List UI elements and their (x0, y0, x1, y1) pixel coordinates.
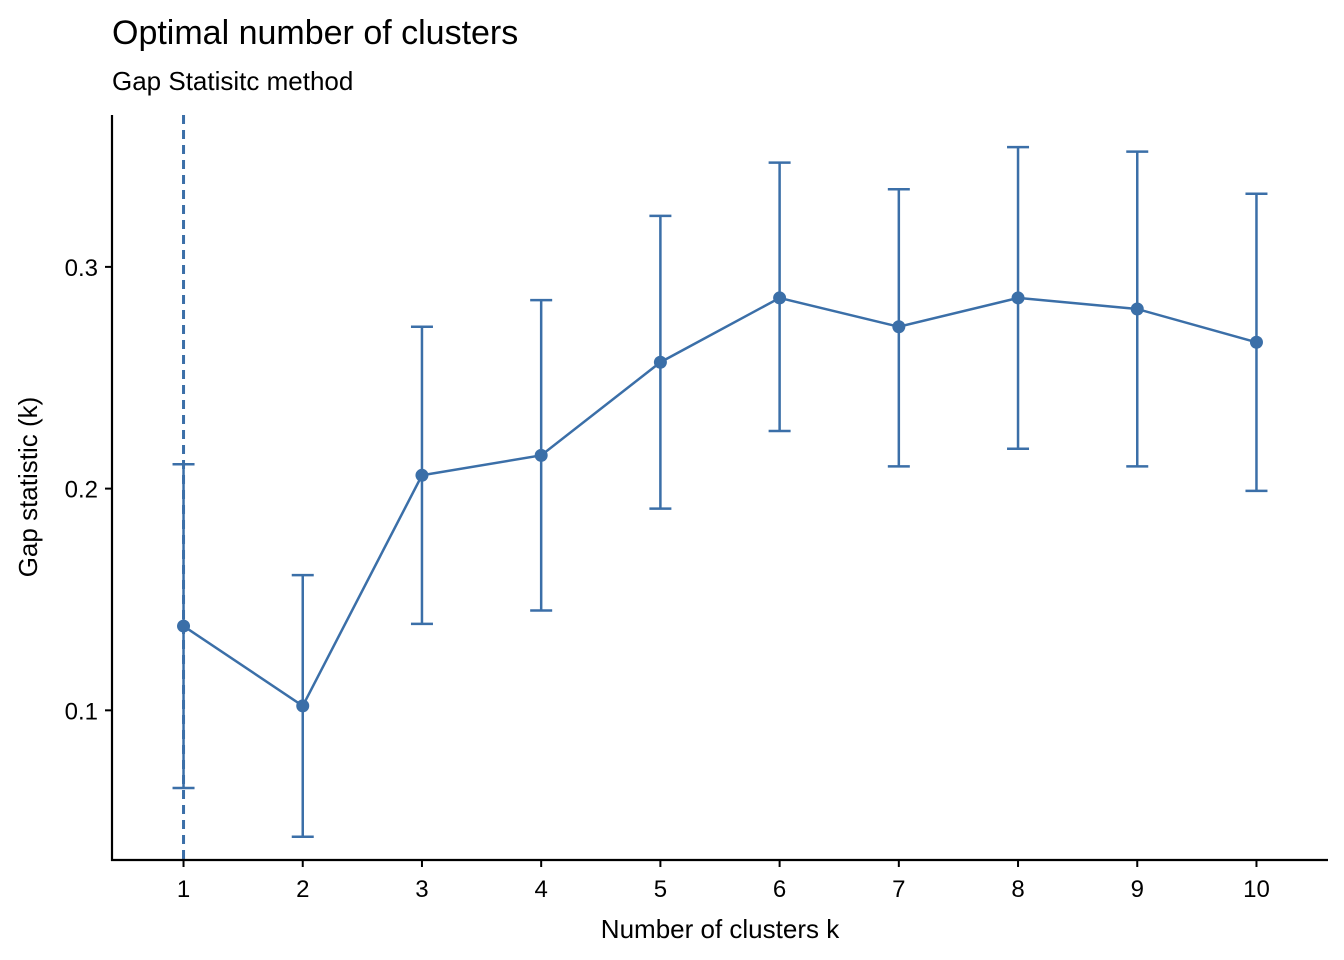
data-point-3 (415, 468, 429, 482)
x-tick-label-10: 10 (1243, 876, 1270, 903)
data-point-5 (653, 355, 667, 369)
axes: 1 2 3 4 5 6 7 8 9 10 0.1 0.2 0.3 (65, 115, 1328, 903)
data-point-1 (177, 619, 191, 633)
x-tick-label-5: 5 (654, 876, 667, 903)
data-point-10 (1249, 335, 1263, 349)
chart-subtitle: Gap Statisitc method (112, 66, 353, 96)
x-tick-label-2: 2 (296, 876, 309, 903)
y-axis-title: Gap statistic (k) (13, 397, 43, 578)
x-tick-label-3: 3 (415, 876, 428, 903)
x-tick-label-4: 4 (534, 876, 547, 903)
data-point-6 (773, 291, 787, 305)
data-point-7 (892, 320, 906, 334)
x-tick-label-9: 9 (1131, 876, 1144, 903)
plot-area (172, 115, 1268, 860)
data-point-4 (534, 448, 548, 462)
data-point-2 (296, 699, 310, 713)
y-tick-label-1: 0.2 (65, 477, 98, 504)
x-tick-label-7: 7 (892, 876, 905, 903)
data-point-8 (1011, 291, 1025, 305)
x-tick-label-8: 8 (1011, 876, 1024, 903)
gap-series-line (182, 296, 1257, 708)
x-tick-label-1: 1 (177, 876, 190, 903)
data-point-9 (1130, 302, 1144, 316)
y-tick-label-0: 0.1 (65, 698, 98, 725)
chart-title: Optimal number of clusters (112, 14, 518, 52)
x-tick-label-6: 6 (773, 876, 786, 903)
x-axis-title: Number of clusters k (601, 914, 840, 944)
y-tick-label-2: 0.3 (65, 255, 98, 282)
